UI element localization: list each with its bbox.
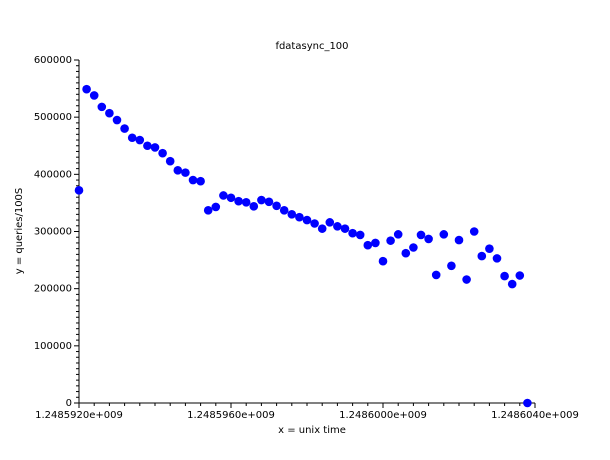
data-point [105,108,114,118]
y-tick-label: 200000 [34,284,72,295]
data-point [386,236,395,245]
data-point [340,224,350,233]
data-point [477,251,487,261]
data-point [310,219,319,228]
data-point [439,230,449,239]
data-point [295,212,304,222]
data-point [409,243,418,252]
data-point [165,156,175,166]
data-point [485,244,494,253]
data-point [317,224,327,233]
data-point [378,256,388,266]
data-point [500,271,509,281]
data-point [302,215,312,225]
x-axis-ticks: 1.2485920e+009 1.2485960e+009 1.2486000e+0… [35,403,579,421]
y-tick-label: 100000 [34,341,72,352]
y-tick-label: 400000 [34,169,72,180]
data-point [333,222,342,231]
x-tick-label: 1.2486040e+009 [491,410,579,421]
data-point [120,124,129,133]
data-point [203,206,213,215]
chart-title: fdatasync_100 [275,41,348,52]
data-point [462,275,471,284]
data-point [112,115,122,125]
data-point [74,186,84,195]
data-point [424,234,433,244]
y-tick-label: 600000 [34,55,72,66]
data-point [173,166,183,175]
data-point [416,230,426,240]
data-point [188,175,198,185]
axes [78,60,535,404]
x-axis-label: x = unix time [278,425,346,436]
data-point [469,227,479,236]
data-point [492,254,502,263]
data-point [249,202,259,211]
data-point [97,102,107,112]
data-point [234,196,243,206]
data-point [401,248,411,258]
data-point [264,197,274,207]
data-point [219,191,228,200]
data-point [158,148,167,158]
data-point [325,218,335,227]
data-points [74,84,532,408]
data-point [287,210,297,219]
data-point [226,193,236,203]
y-tick-label: 0 [66,398,72,409]
y-axis-ticks: 0 100000 200000 300000 400000 500000 600000 [34,55,79,409]
data-point [181,168,190,177]
x-tick-label: 1.2485920e+009 [35,410,123,421]
data-point [127,133,137,143]
data-point [371,238,380,248]
data-point [196,176,205,186]
x-tick-label: 1.2486000e+009 [339,410,427,421]
data-point [454,235,464,245]
data-point [82,84,91,94]
data-point [523,398,532,408]
data-point [447,261,456,271]
data-point [393,230,403,239]
data-point [348,228,357,238]
data-point [143,141,152,151]
data-point [89,91,99,100]
x-tick-label: 1.2485960e+009 [187,410,275,421]
data-point [150,143,160,152]
data-point [135,135,145,145]
data-point [507,279,517,289]
data-point [241,198,251,207]
data-point [279,206,289,215]
data-point [355,230,365,240]
y-tick-label: 300000 [34,227,72,238]
data-point [363,240,373,250]
y-axis-label: y = queries/100S [14,188,25,275]
y-tick-label: 500000 [34,112,72,123]
data-point [211,202,221,212]
data-point [272,201,281,211]
data-point [431,270,441,280]
data-point [257,195,266,205]
data-point [515,271,525,280]
